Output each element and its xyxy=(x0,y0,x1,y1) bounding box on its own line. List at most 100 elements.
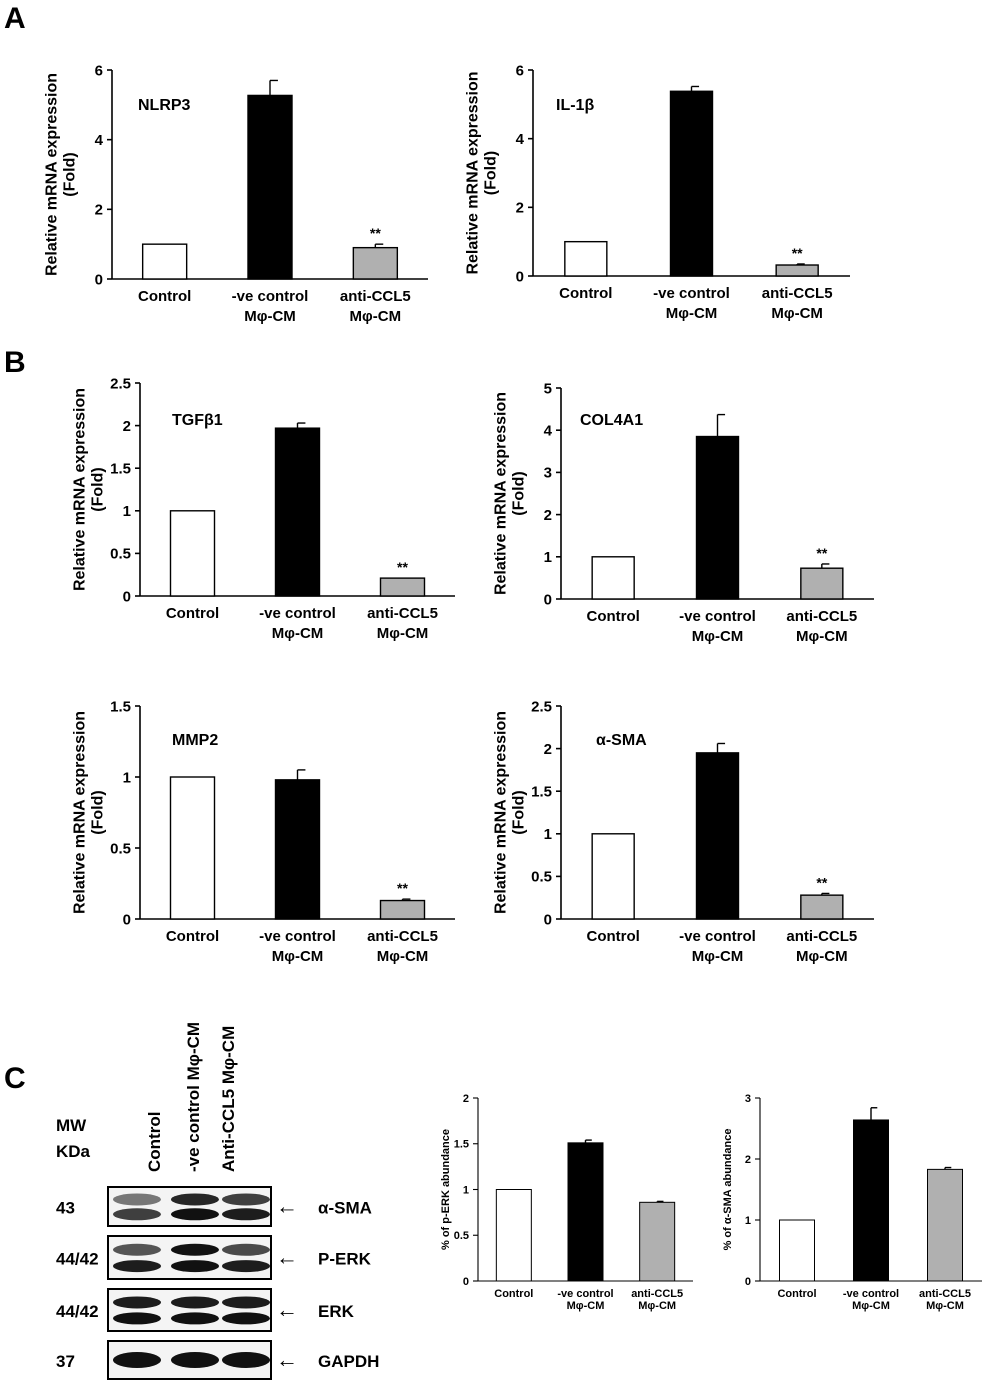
gene-label: NLRP3 xyxy=(138,97,191,114)
y-tick-label: 1.5 xyxy=(454,1139,469,1151)
y-axis-label-line: (Fold) xyxy=(89,467,106,511)
category-label: anti-CCL5 xyxy=(367,605,438,622)
category-label: -ve control xyxy=(679,928,756,945)
y-axis-label-line: Relative mRNA expression xyxy=(71,388,88,591)
bar-3 xyxy=(927,1168,963,1282)
y-tick-label: 0 xyxy=(123,588,131,605)
y-tick-label: 1 xyxy=(123,503,131,520)
lane-label: Anti-CCL5 Mφ-CM xyxy=(219,1026,238,1172)
y-axis-label: Relative mRNA expression (Fold) xyxy=(492,392,527,595)
y-axis-label-line: (Fold) xyxy=(482,151,499,195)
band xyxy=(113,1296,161,1309)
lane-label: Control xyxy=(145,1112,164,1172)
category-label: -ve control xyxy=(259,605,336,622)
category-label: Mφ-CM xyxy=(692,948,744,965)
bar-1 xyxy=(169,510,216,597)
band xyxy=(113,1352,161,1368)
band xyxy=(222,1208,270,1221)
y-tick-label: 0.5 xyxy=(110,546,131,563)
y-tick-label: 2 xyxy=(544,507,552,524)
category-label: Mφ-CM xyxy=(638,1300,676,1312)
y-axis-label: Relative mRNA expression (Fold) xyxy=(492,711,527,914)
y-tick-label: 6 xyxy=(95,62,103,79)
protein-label: ERK xyxy=(318,1302,355,1321)
category-label: -ve control xyxy=(232,288,309,305)
y-tick-label: 2 xyxy=(516,200,524,217)
y-axis-label-line: (Fold) xyxy=(89,790,106,834)
category-label: Control xyxy=(166,605,219,622)
y-axis-label-line: Relative mRNA expression xyxy=(71,711,88,914)
y-tick-label: 1 xyxy=(123,769,131,786)
category-label: Control xyxy=(138,288,191,305)
y-tick-label: 0 xyxy=(544,911,552,928)
category-label: Control xyxy=(559,285,612,302)
y-tick-label: 1.5 xyxy=(110,460,131,477)
y-axis-label: % of α-SMA abundance xyxy=(722,1129,734,1251)
bar-3 xyxy=(639,1201,676,1282)
y-axis-label: Relative mRNA expression (Fold) xyxy=(71,388,106,591)
category-label: Mφ-CM xyxy=(796,628,848,645)
mw-value: 44/42 xyxy=(56,1250,99,1269)
bar-2 xyxy=(695,435,740,600)
band xyxy=(171,1243,219,1256)
protein-label: P-ERK xyxy=(318,1250,372,1269)
bar-2 xyxy=(853,1119,889,1282)
category-label: Control xyxy=(777,1288,816,1300)
y-tick-label: 0.5 xyxy=(110,840,131,857)
category-label: anti-CCL5 xyxy=(631,1288,683,1300)
category-label: Mφ-CM xyxy=(796,948,848,965)
category-label: Mφ-CM xyxy=(567,1300,605,1312)
bar-1 xyxy=(591,833,635,920)
y-tick-label: 1 xyxy=(745,1215,751,1227)
y-axis-label: Relative mRNA expression (Fold) xyxy=(43,73,78,276)
category-label: Control xyxy=(587,608,640,625)
bar-2 xyxy=(274,779,321,920)
bar-1 xyxy=(564,240,608,277)
y-tick-label: 0 xyxy=(745,1276,751,1288)
band xyxy=(171,1193,219,1206)
bar-1 xyxy=(141,243,188,280)
y-tick-label: 0.5 xyxy=(454,1230,469,1242)
y-axis-label: Relative mRNA expression (Fold) xyxy=(464,71,499,274)
bar-3 xyxy=(379,577,426,597)
y-tick-label: 5 xyxy=(544,380,552,397)
panel-letter-c: C xyxy=(4,1062,26,1095)
band xyxy=(113,1260,161,1273)
significance-mark: ** xyxy=(397,559,408,575)
asma-abundance-plot: 0 1 2 3 % of α-SMA abundance Control -ve contr… xyxy=(722,1093,982,1312)
band xyxy=(222,1312,270,1325)
y-tick-label: 2.5 xyxy=(110,375,131,392)
gene-label: COL4A1 xyxy=(580,412,643,429)
panel-letter-b: B xyxy=(4,346,26,379)
mw-value: 37 xyxy=(56,1352,75,1371)
y-tick-label: 3 xyxy=(745,1093,751,1105)
y-tick-label: 4 xyxy=(95,132,104,149)
y-axis-label: Relative mRNA expression (Fold) xyxy=(71,711,106,914)
significance-mark: ** xyxy=(370,225,381,241)
y-tick-label: 6 xyxy=(516,62,524,79)
significance-mark: ** xyxy=(816,545,827,561)
bar-2 xyxy=(669,90,714,277)
significance-mark: ** xyxy=(792,245,803,261)
y-tick-label: 4 xyxy=(544,422,553,439)
category-label: -ve control xyxy=(679,608,756,625)
category-label: Mφ-CM xyxy=(666,305,718,322)
y-axis-label-line: Relative mRNA expression xyxy=(492,711,509,914)
protein-label: GAPDH xyxy=(318,1352,379,1371)
category-label: anti-CCL5 xyxy=(367,928,438,945)
y-axis-label-line: Relative mRNA expression xyxy=(492,392,509,595)
category-label: Mφ-CM xyxy=(852,1300,890,1312)
y-axis-label-line: (Fold) xyxy=(61,152,78,196)
category-label: -ve control xyxy=(259,928,336,945)
significance-mark: ** xyxy=(397,880,408,896)
perk-plot: 0 0.5 1 1.5 2 % of p-ERK abundance Control -ve … xyxy=(440,1093,693,1312)
y-tick-label: 1.5 xyxy=(110,698,131,715)
category-label: Control xyxy=(587,928,640,945)
category-label: -ve control xyxy=(843,1288,899,1300)
